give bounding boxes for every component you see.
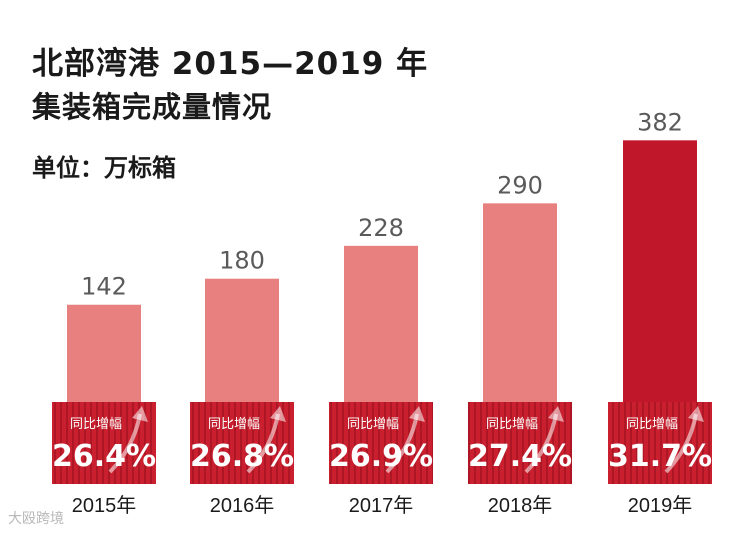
growth-arrow-icon-1	[246, 413, 280, 474]
category-label-3: 2018年	[488, 494, 553, 517]
growth-arrowhead-icon-1	[270, 406, 286, 422]
category-label-2: 2017年	[349, 494, 414, 517]
chart-title: 北部湾港 2015—2019 年	[32, 46, 429, 82]
yoy-value-4: 31.7%	[608, 439, 712, 474]
bar-3	[483, 203, 557, 402]
category-label-0: 2015年	[72, 494, 137, 517]
value-label-1: 180	[219, 247, 265, 275]
bar-2	[344, 245, 418, 402]
value-label-3: 290	[497, 171, 543, 199]
yoy-value-1: 26.8%	[190, 439, 294, 474]
yoy-title-1: 同比增幅	[208, 417, 260, 432]
yoy-title-3: 同比增幅	[486, 417, 538, 432]
growth-arrowhead-icon-0	[132, 406, 148, 422]
growth-arrowhead-icon-3	[548, 406, 564, 422]
category-label-1: 2016年	[210, 494, 275, 517]
unit-label: 单位：万标箱	[32, 154, 176, 182]
yoy-title-0: 同比增幅	[70, 417, 122, 432]
bar-1	[205, 278, 279, 402]
yoy-value-0: 26.4%	[52, 439, 156, 474]
growth-arrow-icon-3	[524, 413, 558, 474]
yoy-value-3: 27.4%	[468, 439, 572, 474]
value-label-4: 382	[637, 108, 683, 136]
watermark: 大殴跨境	[8, 511, 64, 527]
growth-arrowhead-icon-2	[409, 406, 425, 422]
growth-arrow-icon-0	[108, 413, 142, 474]
chart-subtitle: 集装箱完成量情况	[32, 90, 273, 124]
bar-4	[623, 140, 697, 402]
value-label-0: 142	[81, 273, 127, 301]
yoy-title-2: 同比增幅	[347, 417, 399, 432]
yoy-value-2: 26.9%	[329, 439, 433, 474]
bar-0	[67, 304, 141, 402]
growth-arrowhead-icon-4	[688, 406, 704, 422]
growth-arrow-icon-4	[664, 413, 698, 474]
value-label-2: 228	[358, 214, 404, 242]
yoy-title-4: 同比增幅	[626, 417, 678, 432]
category-label-4: 2019年	[628, 494, 693, 517]
growth-arrow-icon-2	[385, 413, 419, 474]
